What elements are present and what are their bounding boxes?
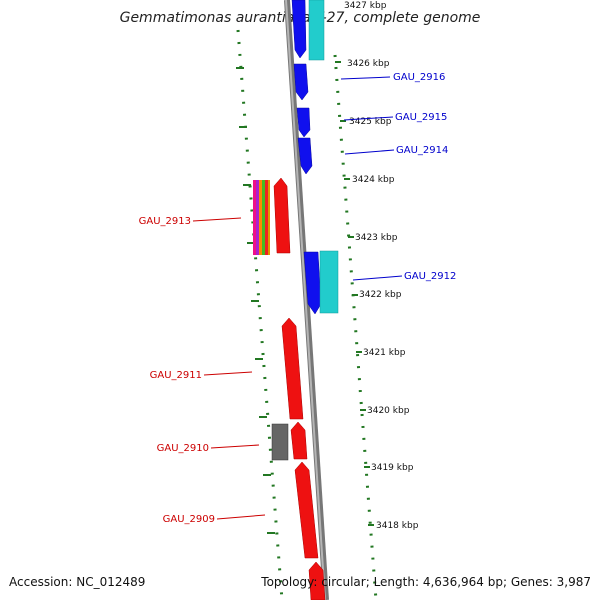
left-track-ticks bbox=[236, 29, 284, 600]
accession-info: Accession: NC_012489 bbox=[9, 575, 145, 589]
gene-label-gau-2911[interactable]: GAU_2911 bbox=[150, 370, 202, 381]
scale-label: 3422 kbp bbox=[359, 290, 402, 300]
genes-value: 3,987 bbox=[556, 575, 591, 589]
right-track-major-ticks bbox=[335, 61, 374, 526]
gene-arrow-reverse[interactable] bbox=[308, 561, 326, 600]
gene-gray-block[interactable] bbox=[271, 423, 289, 461]
forward-strand-genes bbox=[291, 0, 339, 315]
scale-label: 3427 kbp bbox=[344, 1, 387, 11]
gene-multicolor-block[interactable] bbox=[253, 180, 270, 255]
gene-label-gau-2910[interactable]: GAU_2910 bbox=[157, 443, 209, 454]
gene-arrow-gau-2912[interactable] bbox=[303, 251, 322, 315]
gene-label-gau-2913[interactable]: GAU_2913 bbox=[139, 216, 191, 227]
scale-label: 3426 kbp bbox=[347, 59, 390, 69]
gene-arrow-gau-2915[interactable] bbox=[296, 107, 311, 138]
topology-label: Topology: bbox=[261, 575, 318, 589]
gene-label-gau-2912[interactable]: GAU_2912 bbox=[404, 271, 456, 282]
scale-label: 3421 kbp bbox=[363, 348, 406, 358]
gene-labels: GAU_2916 GAU_2915 GAU_2914 GAU_2913 GAU_… bbox=[139, 72, 457, 525]
gene-cyan-block[interactable] bbox=[319, 250, 339, 314]
scale-label: 3425 kbp bbox=[349, 117, 392, 127]
reverse-strand-genes bbox=[253, 177, 326, 600]
gene-arrow-gau-2914[interactable] bbox=[297, 137, 313, 175]
scale-label: 3419 kbp bbox=[371, 463, 414, 473]
accession-label: Accession: bbox=[9, 575, 73, 589]
gene-label-gau-2915[interactable]: GAU_2915 bbox=[395, 112, 447, 123]
gene-label-gau-2909[interactable]: GAU_2909 bbox=[163, 514, 215, 525]
scale-label: 3423 kbp bbox=[355, 233, 398, 243]
label-leaders bbox=[192, 76, 403, 520]
right-track-ticks bbox=[333, 54, 378, 600]
gene-arrow-gau-2911[interactable] bbox=[281, 317, 304, 420]
topology-value: circular bbox=[321, 575, 366, 589]
genes-label: Genes: bbox=[510, 575, 553, 589]
gene-label-gau-2914[interactable]: GAU_2914 bbox=[396, 145, 448, 156]
scale-label: 3420 kbp bbox=[367, 406, 410, 416]
genome-summary: Topology: circular; Length: 4,636,964 bp… bbox=[261, 575, 591, 589]
genome-backbone bbox=[284, 0, 329, 600]
scale-label: 3424 kbp bbox=[352, 175, 395, 185]
gene-arrow-gau-2910[interactable] bbox=[290, 421, 308, 460]
gene-cyan-block[interactable] bbox=[308, 0, 325, 61]
gene-label-gau-2916[interactable]: GAU_2916 bbox=[393, 72, 445, 83]
scale-label: 3418 kbp bbox=[376, 521, 419, 531]
scale-labels: 3427 kbp 3426 kbp 3425 kbp 3424 kbp 3423… bbox=[344, 1, 419, 531]
gene-arrow-gau-2913[interactable] bbox=[273, 177, 291, 254]
accession-value: NC_012489 bbox=[76, 575, 146, 589]
gene-arrow-gau-2916[interactable] bbox=[293, 63, 309, 101]
gene-arrow-gau-2909[interactable] bbox=[294, 461, 319, 559]
length-label: Length: bbox=[373, 575, 420, 589]
left-track-major-ticks bbox=[236, 67, 275, 534]
gene-arrow-forward[interactable] bbox=[291, 0, 307, 59]
length-value: 4,636,964 bp bbox=[422, 575, 503, 589]
